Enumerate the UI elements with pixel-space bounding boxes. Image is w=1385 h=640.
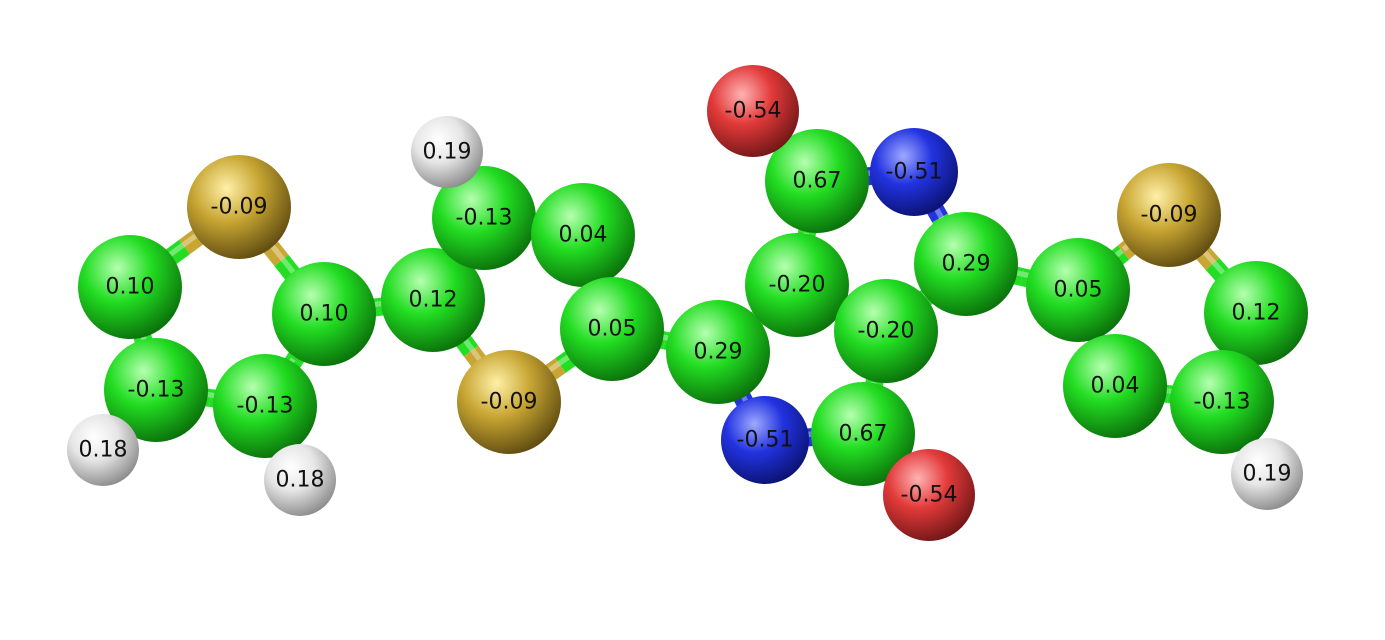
atom-sphere (1204, 261, 1308, 365)
atom-sphere (457, 350, 561, 454)
charge-label: 0.12 (1232, 301, 1281, 326)
charge-label: 0.67 (793, 169, 842, 194)
charge-label: -0.13 (128, 378, 185, 403)
atom-n-a22: -0.51 (870, 128, 958, 216)
charge-label: 0.04 (1091, 374, 1140, 399)
charge-label: -0.13 (1194, 390, 1251, 415)
atom-sphere (531, 183, 635, 287)
atom-sphere (1117, 163, 1221, 267)
atom-c-a23: 0.29 (914, 212, 1018, 316)
atom-s-a9: -0.09 (457, 350, 561, 454)
charge-label: -0.09 (481, 390, 538, 415)
atom-sphere (104, 338, 208, 442)
charge-label: -0.20 (769, 273, 826, 298)
atom-sphere (883, 449, 975, 541)
atom-c-a19: -0.20 (834, 279, 938, 383)
atom-sphere (432, 166, 536, 270)
charge-label: 0.29 (942, 252, 991, 277)
atom-sphere (721, 396, 809, 484)
charge-label: 0.19 (1243, 462, 1292, 487)
atom-c-a29: 0.04 (1063, 334, 1167, 438)
atom-sphere (765, 129, 869, 233)
charge-label: 0.05 (588, 317, 637, 342)
atom-sphere (834, 279, 938, 383)
atom-c-a24: 0.05 (1026, 238, 1130, 342)
charge-label: -0.51 (737, 428, 794, 453)
atom-c-a12: 0.04 (531, 183, 635, 287)
charge-label: 0.10 (300, 302, 349, 327)
atom-sphere (213, 354, 317, 458)
atom-h-a6: 0.18 (67, 414, 139, 486)
atom-c-a10: -0.13 (432, 166, 536, 270)
atom-c-a18: -0.20 (745, 233, 849, 337)
atom-o-a17: -0.54 (707, 65, 799, 157)
atom-h-a11: 0.19 (411, 116, 483, 188)
atom-sphere (411, 116, 483, 188)
charge-label: 0.19 (423, 140, 472, 165)
charge-label: -0.54 (901, 483, 958, 508)
atom-layer: -0.09 0.10 0.10 -0.13 -0.13 0.18 0.18 0.12 -0.09… (67, 65, 1308, 541)
atom-o-a21: -0.54 (883, 449, 975, 541)
atom-sphere (381, 248, 485, 352)
charge-label: 0.10 (106, 275, 155, 300)
atom-sphere (914, 212, 1018, 316)
atom-sphere (67, 414, 139, 486)
atom-c-a13: 0.05 (560, 277, 664, 381)
atom-c-a27: -0.13 (1170, 350, 1274, 454)
atom-sphere (707, 65, 799, 157)
charge-label: 0.05 (1054, 278, 1103, 303)
charge-label: -0.09 (211, 195, 268, 220)
charge-label: 0.04 (559, 223, 608, 248)
atom-c-a14: 0.29 (666, 300, 770, 404)
atom-sphere (745, 233, 849, 337)
charge-label: -0.51 (886, 160, 943, 185)
atom-sphere (1063, 334, 1167, 438)
charge-label: -0.20 (858, 319, 915, 344)
atom-h-a7: 0.18 (264, 444, 336, 516)
atom-c-a16: 0.67 (765, 129, 869, 233)
charge-label: -0.09 (1141, 203, 1198, 228)
atom-c-a8: 0.12 (381, 248, 485, 352)
atom-sphere (264, 444, 336, 516)
atom-sphere (1026, 238, 1130, 342)
atom-sphere (870, 128, 958, 216)
charge-label: 0.29 (694, 340, 743, 365)
atom-c-a26: 0.12 (1204, 261, 1308, 365)
atom-sphere (811, 382, 915, 486)
atom-c-a20: 0.67 (811, 382, 915, 486)
atom-sphere (78, 235, 182, 339)
atom-n-a15: -0.51 (721, 396, 809, 484)
atom-h-a28: 0.19 (1231, 438, 1303, 510)
atom-s-a1: -0.09 (187, 155, 291, 259)
atom-sphere (666, 300, 770, 404)
atom-c-a4: -0.13 (104, 338, 208, 442)
charge-label: 0.18 (276, 468, 325, 493)
atom-s-a25: -0.09 (1117, 163, 1221, 267)
atom-sphere (560, 277, 664, 381)
charge-label: -0.13 (237, 394, 294, 419)
atom-c-a3: 0.10 (272, 262, 376, 366)
charge-label: 0.12 (409, 288, 458, 313)
atom-c-a2: 0.10 (78, 235, 182, 339)
atom-sphere (1231, 438, 1303, 510)
atom-sphere (272, 262, 376, 366)
atom-sphere (187, 155, 291, 259)
charge-label: 0.18 (79, 438, 128, 463)
charge-label: 0.67 (839, 422, 888, 447)
charge-label: -0.13 (456, 206, 513, 231)
atom-c-a5: -0.13 (213, 354, 317, 458)
charge-label: -0.54 (725, 99, 782, 124)
atom-sphere (1170, 350, 1274, 454)
